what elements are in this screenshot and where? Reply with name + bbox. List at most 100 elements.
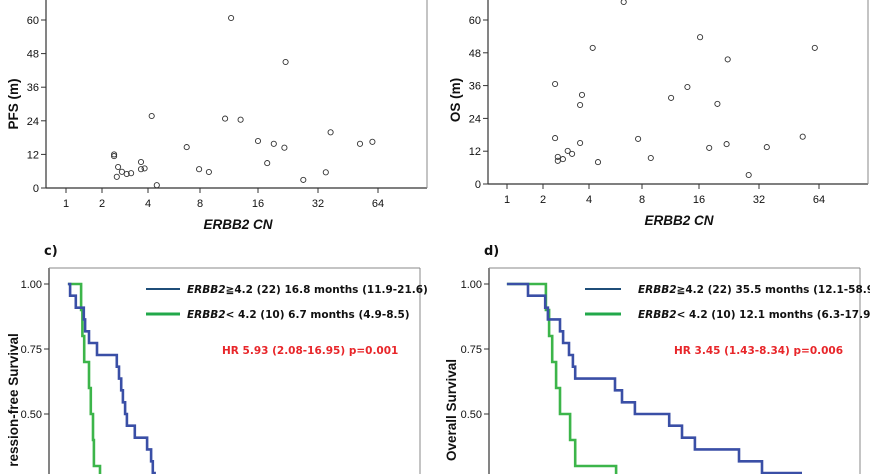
data-point [111, 151, 118, 158]
data-point [270, 140, 277, 147]
x-tick-label: 2 [540, 194, 546, 206]
data-point [369, 138, 376, 145]
y-axis-title: Overall Survival [444, 359, 459, 461]
data-point [322, 169, 329, 176]
y-axis-title: PFS (m) [6, 78, 21, 129]
y-axis-title: OS (m) [448, 78, 463, 122]
data-point [578, 91, 586, 98]
data-point [569, 150, 576, 157]
data-point [647, 154, 654, 162]
data-point [706, 144, 713, 151]
data-point [128, 170, 135, 177]
data-point [356, 140, 364, 147]
data-point [327, 129, 334, 136]
y-tick-label: 0 [33, 183, 39, 195]
legend-details: < 4.2 (10) 12.1 months (6.3-17.9) [677, 309, 870, 321]
data-point [196, 166, 203, 173]
y-tick-label: 60 [469, 15, 481, 27]
data-point [577, 139, 584, 147]
y-axis-title: ression-free Survival [6, 333, 21, 467]
y-tick-label: 1.00 [461, 279, 482, 291]
x-tick-label: 64 [813, 194, 825, 206]
data-point [684, 83, 691, 91]
legend-details: < 4.2 (10) 6.7 months (4.9-8.5) [226, 309, 410, 321]
x-tick-label: 32 [753, 194, 765, 206]
data-point [635, 135, 642, 142]
data-point [123, 170, 130, 178]
y-tick-label: 36 [27, 82, 39, 94]
data-point [111, 153, 118, 160]
data-point [668, 94, 675, 101]
x-tick-label: 1 [63, 198, 69, 210]
y-tick-label: 36 [469, 81, 481, 93]
x-tick-label: 64 [372, 198, 384, 210]
y-tick-label: 0.75 [21, 344, 42, 356]
legend-gene-name: ERBB2 [187, 309, 226, 321]
data-point [799, 133, 806, 140]
y-tick-label: 24 [27, 116, 39, 128]
data-point [559, 156, 566, 163]
y-tick-label: 0.75 [461, 344, 482, 356]
legend-entry: ERBB2< 4.2 (10) 6.7 months (4.9-8.5) [187, 309, 410, 321]
data-point [811, 44, 818, 51]
data-point [141, 165, 148, 172]
data-point [254, 137, 262, 145]
data-point [564, 147, 571, 154]
data-point [554, 153, 561, 160]
data-point [222, 115, 229, 122]
y-tick-label: 48 [27, 49, 39, 61]
os-km-panel: d) 0.500.751.00 ERBB2≧4.2 (22) 35.5 mont… [444, 244, 870, 474]
survival-curve-high-erbb2 [506, 282, 802, 474]
x-tick-label: 16 [252, 198, 264, 210]
x-tick-label: 16 [693, 194, 705, 206]
data-point [264, 160, 271, 167]
data-point [137, 158, 145, 166]
y-tick-label: 24 [469, 113, 481, 125]
data-point [714, 100, 721, 107]
y-tick-label: 1.00 [21, 279, 42, 291]
x-tick-label: 8 [197, 198, 203, 210]
data-point [745, 171, 752, 179]
survival-curve-high-erbb2 [67, 282, 156, 474]
data-point [724, 56, 731, 63]
y-tick-label: 12 [27, 149, 39, 161]
x-tick-label: 32 [312, 198, 324, 210]
data-point [237, 116, 244, 123]
x-tick-label: 4 [586, 194, 592, 206]
data-point [205, 168, 212, 176]
data-point [137, 166, 145, 173]
legend-details: ≧4.2 (22) 16.8 months (11.9-21.6) [226, 284, 428, 296]
hazard-ratio-annotation: HR 5.93 (2.08-16.95) p=0.001 [222, 345, 398, 357]
y-tick-label: 0 [475, 179, 481, 191]
legend-entry: ERBB2≧4.2 (22) 16.8 months (11.9-21.6) [187, 284, 428, 296]
legend-entry: ERBB2< 4.2 (10) 12.1 months (6.3-17.9) [638, 309, 870, 321]
data-point [697, 34, 704, 41]
panel-label: d) [484, 244, 499, 259]
legend-gene-name: ERBB2 [638, 284, 677, 296]
y-tick-label: 60 [27, 15, 39, 27]
legend-gene-name: ERBB2 [638, 309, 677, 321]
data-point [148, 112, 155, 120]
x-tick-label: 1 [504, 194, 510, 206]
data-point [118, 168, 125, 175]
data-point [620, 0, 627, 6]
data-point [763, 144, 770, 151]
legend-entry: ERBB2≧4.2 (22) 35.5 months (12.1-58.9) [638, 284, 870, 296]
survival-curve-low-erbb2 [67, 282, 102, 474]
panel-label: c) [44, 244, 58, 259]
data-point [300, 176, 307, 183]
legend-gene-name: ERBB2 [187, 284, 226, 296]
data-point [723, 141, 730, 148]
data-point [552, 80, 559, 88]
data-point [183, 144, 190, 151]
data-point [552, 135, 559, 142]
legend-details: ≧4.2 (22) 35.5 months (12.1-58.9) [677, 284, 870, 296]
x-axis-title: ERBB2 CN [644, 213, 713, 228]
data-point [115, 163, 122, 171]
x-tick-label: 2 [99, 198, 105, 210]
data-point [153, 182, 160, 189]
data-point [577, 101, 584, 109]
